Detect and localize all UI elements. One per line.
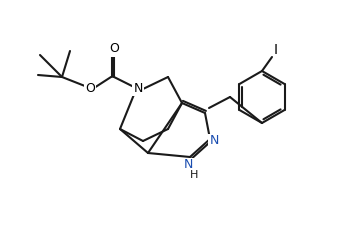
- Text: N: N: [183, 158, 193, 171]
- Text: O: O: [85, 81, 95, 94]
- Text: O: O: [109, 43, 119, 56]
- Text: N: N: [209, 135, 219, 148]
- Text: H: H: [190, 170, 198, 180]
- Text: I: I: [274, 43, 278, 57]
- Text: N: N: [133, 81, 143, 94]
